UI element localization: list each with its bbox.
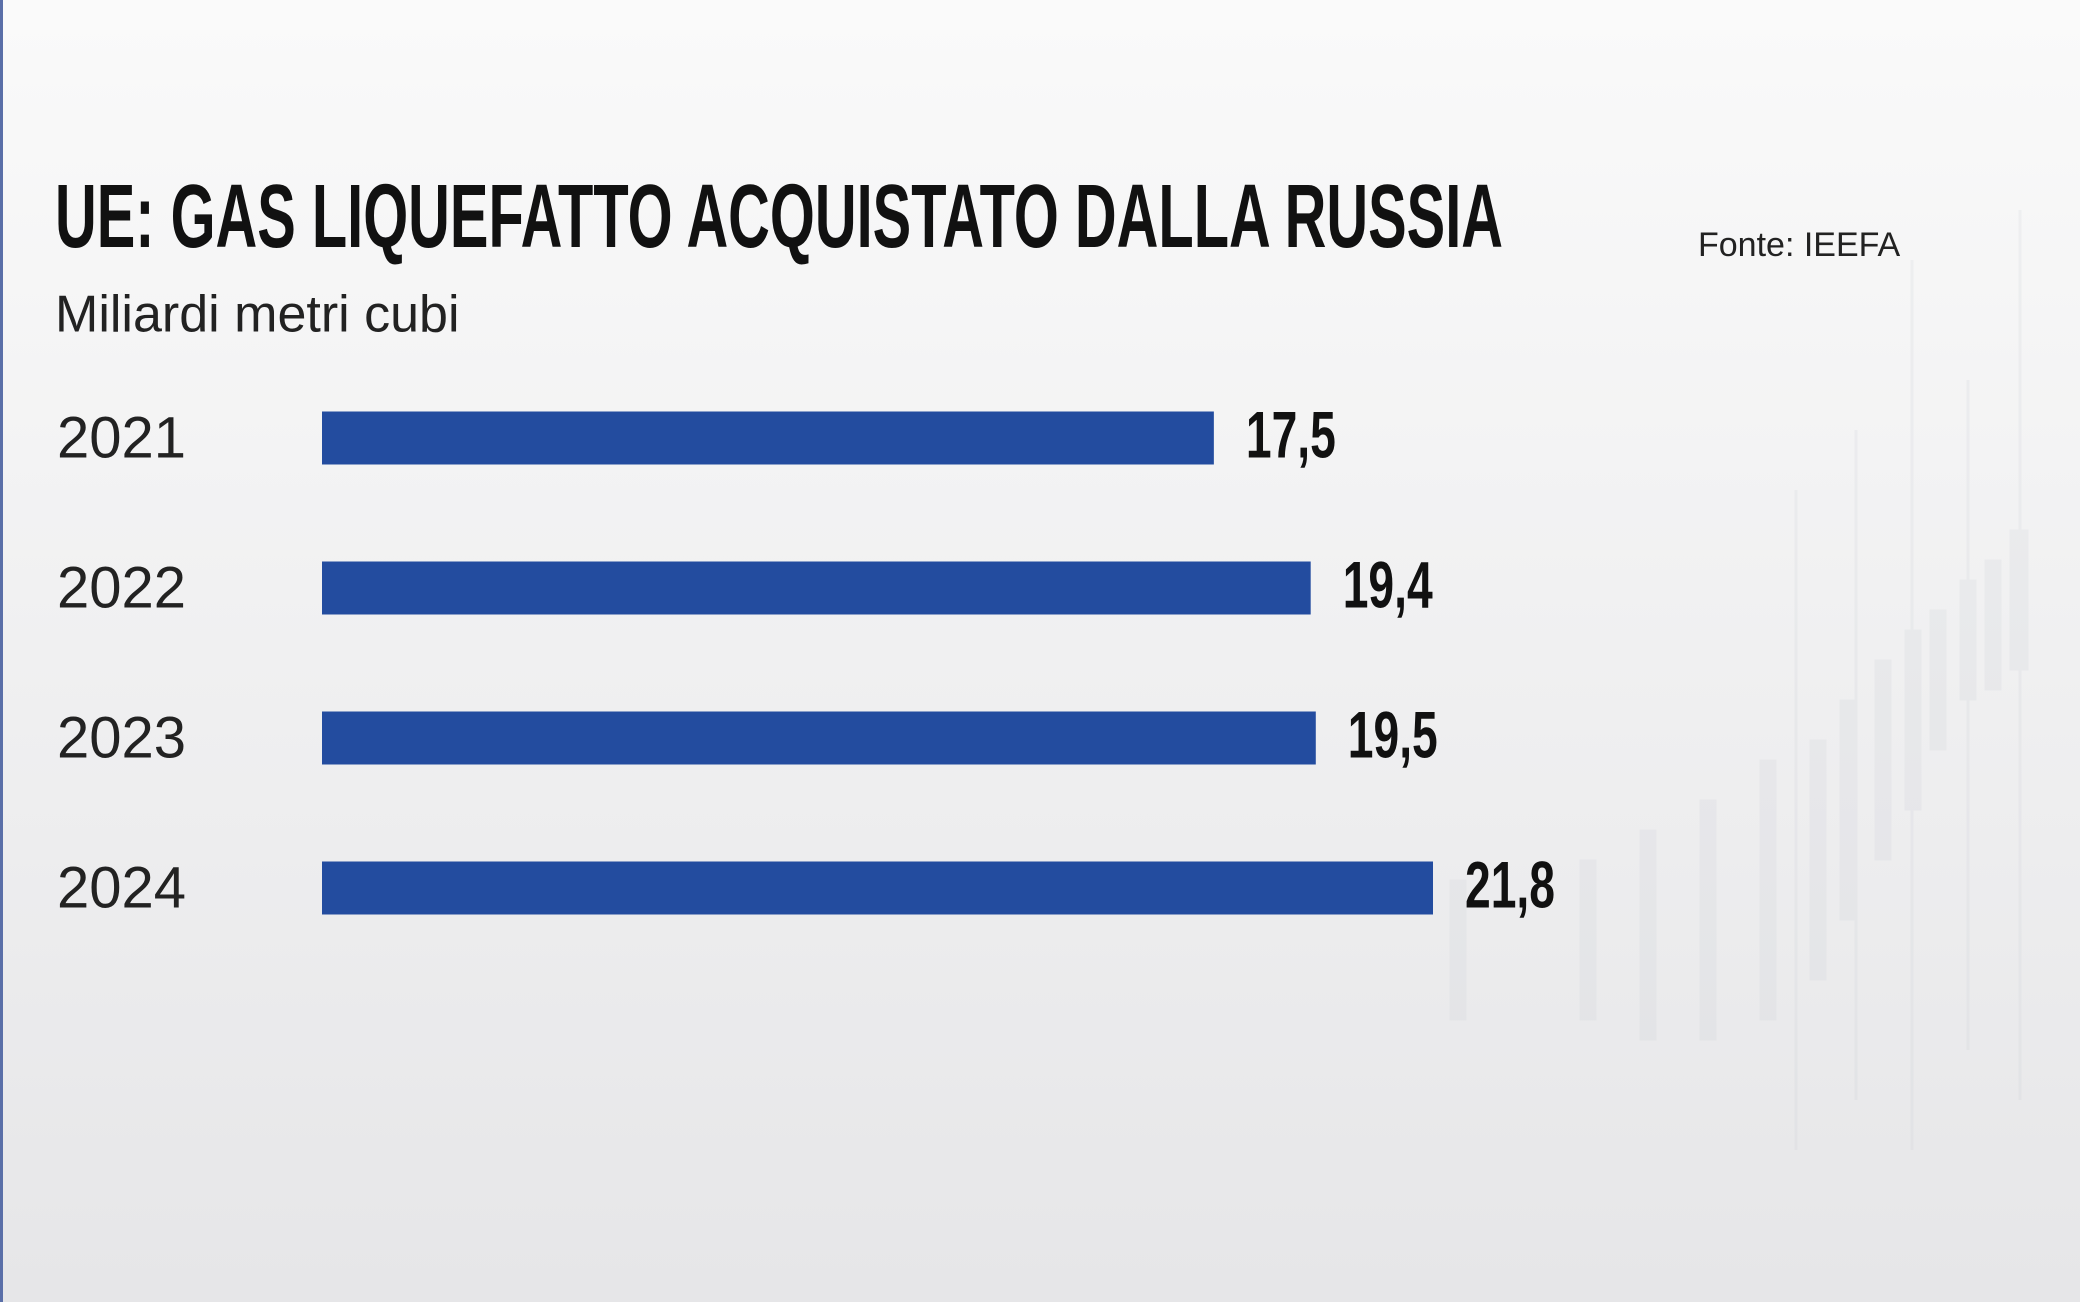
subtitle: Miliardi metri cubi [55,286,460,344]
left-border [0,0,3,1302]
bar [322,561,1311,615]
chart-title: UE: GAS LIQUEFATTO ACQUISTATO DALLA RUSS… [55,167,1503,267]
bar [322,411,1214,465]
category-label: 2024 [57,855,186,920]
decoration [1449,210,2029,1150]
bar [322,711,1316,765]
value-label: 19,4 [1343,547,1433,621]
bar [322,861,1433,915]
value-label: 21,8 [1465,847,1555,921]
category-label: 2022 [57,555,186,620]
category-label: 2023 [57,705,186,770]
value-label: 17,5 [1246,397,1336,471]
value-label: 19,5 [1348,697,1438,771]
category-label: 2021 [57,405,186,470]
source: Fonte: IEEFA [1698,226,1901,264]
